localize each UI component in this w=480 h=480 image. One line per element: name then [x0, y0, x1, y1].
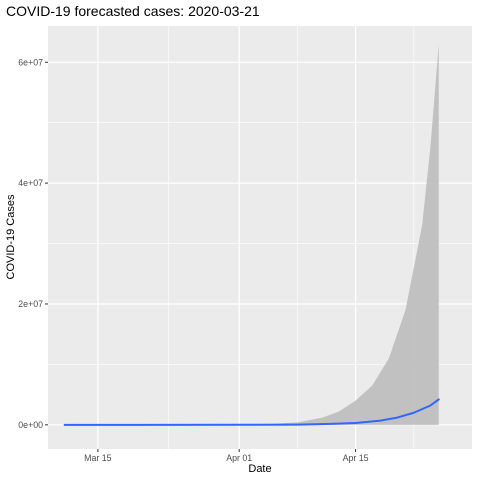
x-tick-label: Apr 15 [343, 453, 369, 463]
y-tick-label: 4e+07 [18, 178, 43, 188]
forecast-line-layer [63, 398, 440, 426]
forecast-line [63, 398, 440, 426]
x-axis: Mar 15 Apr 01 Apr 15 [84, 449, 369, 463]
x-tick-label: Mar 15 [84, 453, 111, 463]
x-tick-label: Apr 01 [226, 453, 252, 463]
confidence-ribbon-layer [64, 44, 439, 425]
y-axis: 0e+00 2e+07 4e+07 6e+07 [18, 57, 48, 430]
confidence-ribbon [64, 44, 439, 425]
x-axis-title: Date [248, 463, 271, 475]
y-tick-label: 0e+00 [18, 420, 43, 430]
chart-title: COVID-19 forecasted cases: 2020-03-21 [6, 3, 260, 19]
y-axis-title: COVID-19 Cases [5, 194, 17, 279]
y-tick-label: 6e+07 [18, 57, 43, 67]
y-tick-label: 2e+07 [18, 299, 43, 309]
